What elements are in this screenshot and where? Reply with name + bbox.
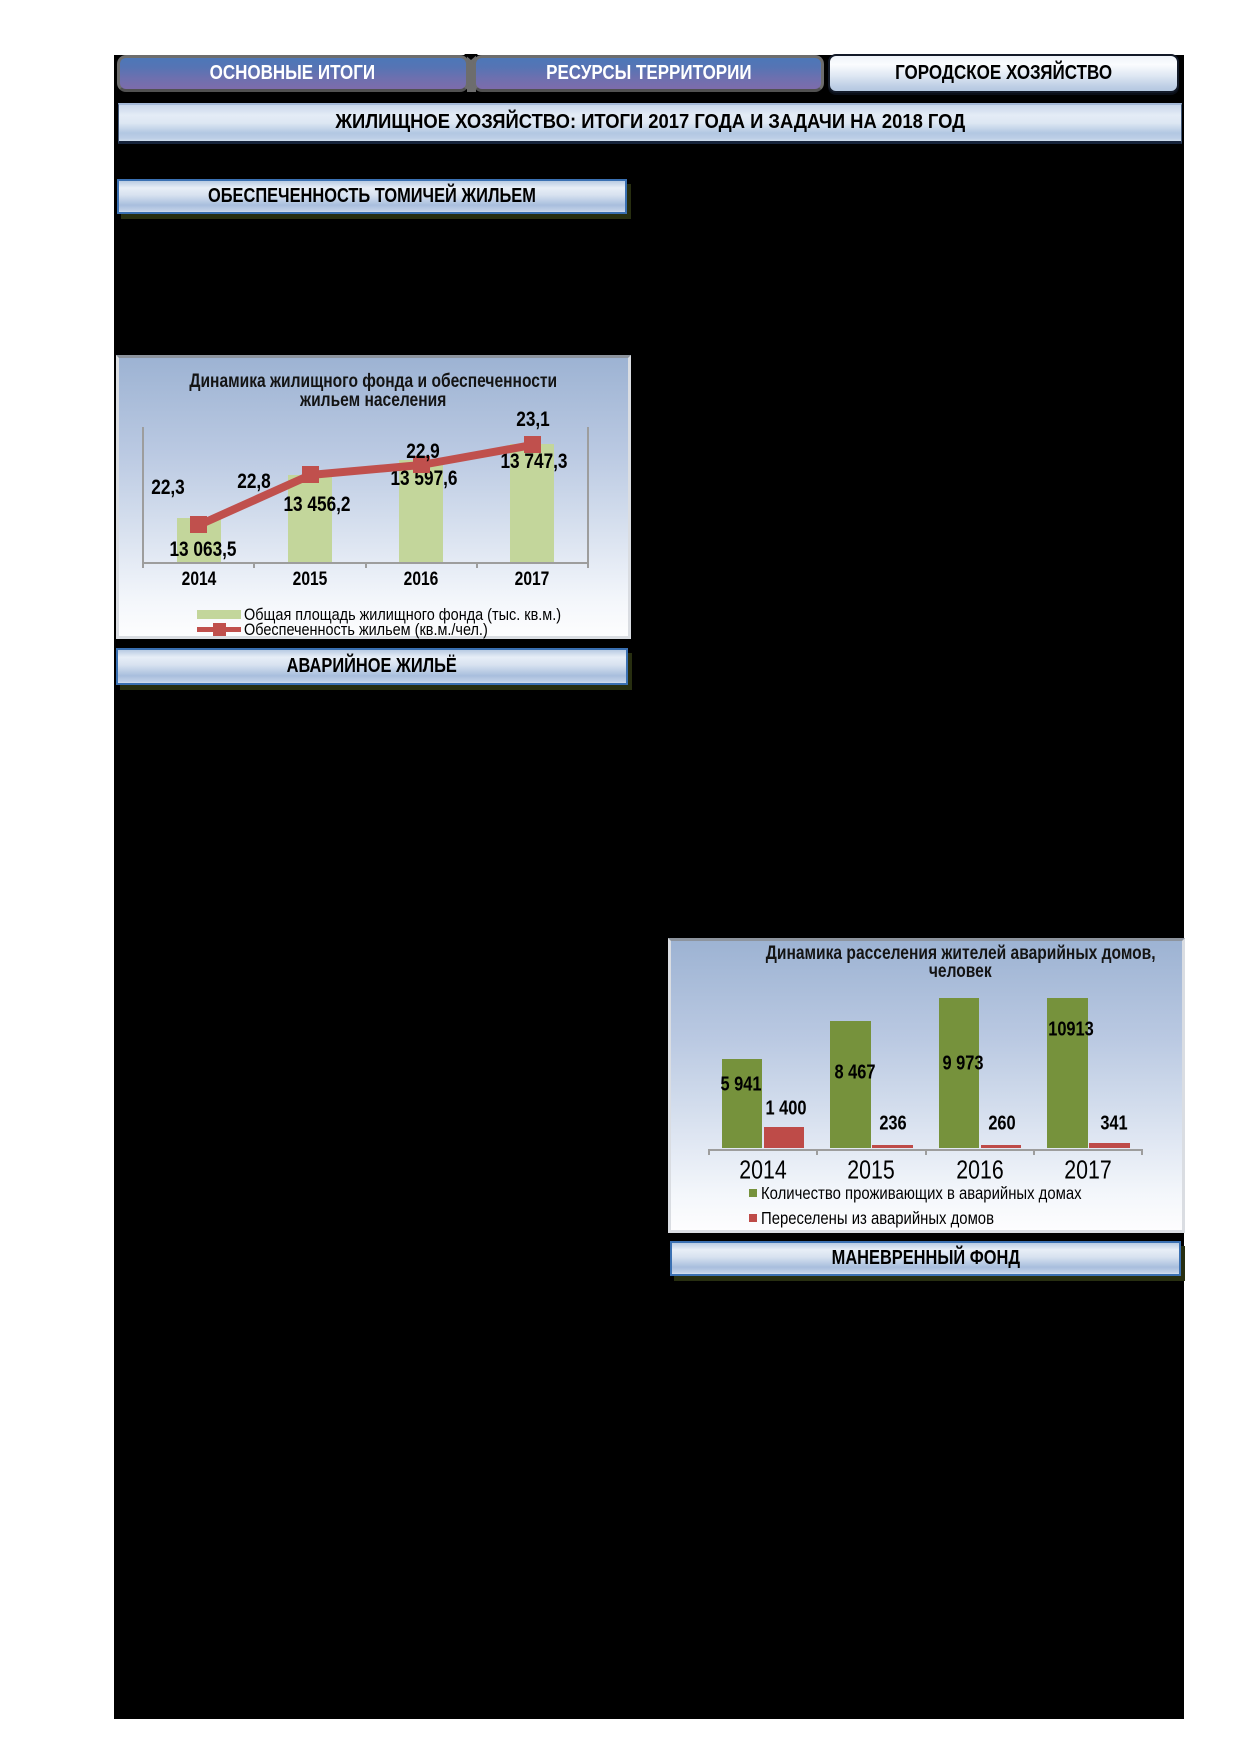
section-header-emergency-housing: АВАРИЙНОЕ ЖИЛЬЁ — [116, 648, 628, 685]
legend-line-marker-icon — [212, 623, 226, 636]
x-axis-tick — [364, 561, 367, 569]
bar-value-label: 13 456,2 — [283, 493, 351, 517]
legend-bar-label: Общая площадь жилищного фонда (тыс. кв.м… — [244, 604, 562, 624]
chart-title-text: Динамика жилищного фонда и обеспеченност… — [189, 371, 558, 392]
plot-area: 5 941 8 467 9 973 10913 1 400 236 260 341 2014 20… — [671, 941, 1182, 1230]
resettlement-chart: Динамика расселения жителей аварийных до… — [668, 937, 1185, 1233]
chart-title-text: Динамика расселения жителей аварийных до… — [765, 942, 1156, 964]
x-axis-label: 2016 — [403, 569, 439, 590]
resettled-bar — [763, 1127, 805, 1149]
housing-stock-chart: Динамика жилищного фонда и обеспеченност… — [116, 355, 631, 639]
legend-item: Общая площадь жилищного фонда (тыс. кв.м… — [197, 604, 617, 624]
x-axis-label: 2014 — [181, 569, 217, 590]
chart-title-line: жильем населения — [119, 389, 628, 411]
x-axis-label: 2017 — [1064, 1154, 1112, 1184]
x-axis-tick — [475, 561, 478, 569]
tab-city-economy[interactable]: ГОРОДСКОЕ ХОЗЯЙСТВО — [827, 54, 1179, 93]
chart-title-line: человек — [705, 961, 1216, 982]
plot-area: 13 063,5 13 456,2 13 597,6 13 747,3 22,3 22,8… — [119, 358, 628, 636]
resettled-bar — [1088, 1143, 1130, 1149]
x-axis-tick — [142, 561, 145, 569]
x-axis-label: 2014 — [739, 1154, 787, 1184]
chart-title-line: Динамика жилищного фонда и обеспеченност… — [119, 371, 628, 392]
legend-bar-swatch — [197, 610, 241, 619]
section-header-emergency-housing-label: АВАРИЙНОЕ ЖИЛЬЁ — [286, 654, 458, 677]
page-title-text: ЖИЛИЩНОЕ ХОЗЯЙСТВО: ИТОГИ 2017 ГОДА И ЗА… — [335, 111, 965, 134]
legend-item: Переселены из аварийных домов — [749, 1207, 1035, 1228]
residents-bar — [830, 1020, 871, 1149]
tab-territory-resources[interactable]: РЕСУРСЫ ТЕРРИТОРИИ — [473, 54, 824, 92]
bar-value-label: 13 747,3 — [500, 450, 568, 474]
legend-red-label: Переселены из аварийных домов — [761, 1207, 994, 1228]
x-axis-tick — [586, 561, 589, 569]
tab-main-results-label: ОСНОВНЫЕ ИТОГИ — [209, 61, 376, 84]
x-axis-label: 2017 — [514, 569, 550, 590]
resettled-value-label: 1 400 — [765, 1097, 807, 1120]
line-value-label: 22,3 — [151, 475, 185, 499]
bar-value-label: 13 597,6 — [390, 467, 458, 491]
chart-title: Динамика жилищного фонда и обеспеченност… — [119, 371, 628, 411]
resettled-bar — [872, 1144, 913, 1149]
line-value-label: 22,8 — [237, 469, 271, 493]
residents-bar — [1046, 998, 1088, 1149]
page-title: ЖИЛИЩНОЕ ХОЗЯЙСТВО: ИТОГИ 2017 ГОДА И ЗА… — [118, 103, 1182, 144]
section-header-maneuver-fund-label: МАНЕВРЕННЫЙ ФОНД — [831, 1247, 1020, 1269]
section-header-housing-provision: ОБЕСПЕЧЕННОСТЬ ТОМИЧЕЙ ЖИЛЬЕМ — [117, 179, 627, 214]
x-axis-tick — [253, 561, 256, 569]
housing-stock-bar — [399, 460, 444, 562]
section-header-housing-provision-label: ОБЕСПЕЧЕННОСТЬ ТОМИЧЕЙ ЖИЛЬЕМ — [208, 185, 536, 207]
residents-value-label: 8 467 — [834, 1061, 876, 1084]
x-axis-tick — [707, 1148, 710, 1155]
x-axis-tick — [924, 1148, 927, 1155]
housing-stock-bar — [510, 444, 555, 562]
resettled-value-label: 260 — [988, 1112, 1016, 1135]
legend-green-label: Количество проживающих в аварийных домах — [761, 1182, 1082, 1203]
x-axis-label: 2016 — [955, 1154, 1004, 1184]
x-axis-tick — [1032, 1148, 1035, 1155]
x-axis-tick — [816, 1148, 819, 1155]
tab-city-economy-label: ГОРОДСКОЕ ХОЗЯЙСТВО — [894, 62, 1112, 84]
residents-bar — [721, 1058, 763, 1149]
line-value-label: 22,9 — [406, 439, 440, 463]
provision-marker — [523, 436, 541, 454]
chart-title-text: человек — [929, 961, 992, 982]
resettled-bar — [980, 1144, 1022, 1149]
resettled-value-label: 341 — [1100, 1112, 1128, 1135]
legend-item: Обеспеченность жильем (кв.м./чел.) — [197, 619, 531, 639]
legend-item: Количество проживающих в аварийных домах — [749, 1182, 1138, 1203]
resettled-value-label: 236 — [879, 1112, 908, 1135]
legend-red-swatch — [749, 1214, 757, 1222]
residents-value-label: 5 941 — [720, 1073, 762, 1096]
line-value-label: 23,1 — [516, 407, 551, 431]
provision-marker — [301, 466, 319, 484]
x-axis-label: 2015 — [292, 569, 328, 590]
chart-title-line: Динамика расселения жителей аварийных до… — [705, 942, 1216, 964]
chart-title-text: жильем населения — [300, 389, 447, 411]
x-axis-label: 2015 — [847, 1154, 896, 1184]
legend-line-swatch — [197, 623, 241, 636]
residents-value-label: 10913 — [1048, 1018, 1095, 1040]
residents-bar — [938, 998, 980, 1149]
bar-value-label: 13 063,5 — [169, 537, 237, 561]
x-axis-tick — [1141, 1148, 1144, 1155]
residents-value-label: 9 973 — [942, 1052, 984, 1075]
legend-green-swatch — [749, 1189, 757, 1197]
y-axis-line — [142, 427, 145, 562]
section-header-maneuver-fund: МАНЕВРЕННЫЙ ФОНД — [670, 1241, 1181, 1276]
tab-territory-resources-label: РЕСУРСЫ ТЕРРИТОРИИ — [545, 61, 752, 84]
slide-area: ОСНОВНЫЕ ИТОГИ РЕСУРСЫ ТЕРРИТОРИИ ГОРОДС… — [114, 54, 1185, 1719]
provision-marker — [412, 456, 430, 474]
chart-title: Динамика расселения жителей аварийных до… — [705, 942, 1216, 982]
housing-stock-bar — [288, 475, 333, 562]
provision-marker — [190, 516, 208, 534]
y-axis-line-right — [586, 427, 589, 562]
tab-divider — [466, 54, 476, 92]
tab-separator-notch-icon — [464, 54, 478, 60]
legend-line-label: Обеспеченность жильем (кв.м./чел.) — [244, 619, 488, 639]
tab-main-results[interactable]: ОСНОВНЫЕ ИТОГИ — [116, 54, 469, 92]
